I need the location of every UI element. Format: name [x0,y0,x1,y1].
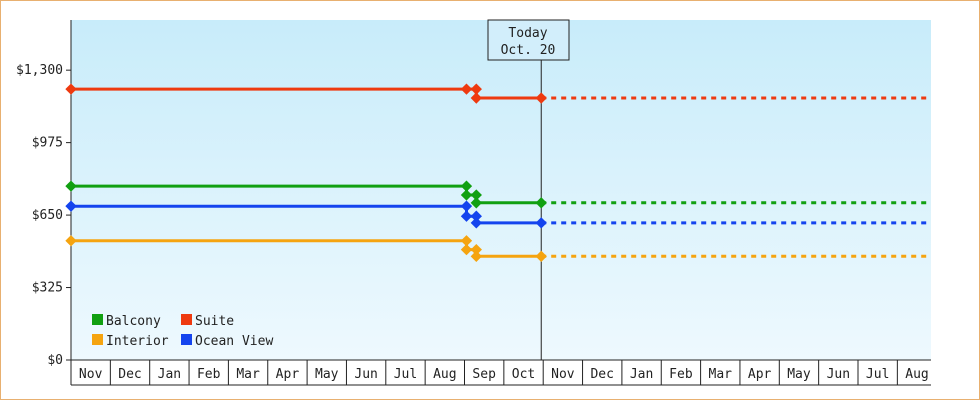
series-point-marker [470,250,482,262]
series-point-marker [470,197,482,209]
series-point-marker [460,189,473,201]
today-callout-box [487,19,570,61]
legend-label: Interior [106,334,169,349]
y-tick-label: $325 [32,281,63,296]
month-label: Jun [354,367,377,382]
month-label: Apr [276,367,300,382]
month-label: Nov [551,367,575,382]
legend-swatch [181,314,192,325]
month-label: Jul [394,367,417,382]
series-point-marker [470,189,482,201]
series-point-marker [535,197,547,209]
month-label: Sep [472,367,496,382]
month-label: Mar [709,367,733,382]
series-point-marker [535,217,547,229]
month-label: Dec [118,367,141,382]
series-point-marker [470,210,482,222]
month-label: May [315,367,339,382]
y-tick-label: $975 [32,136,63,151]
month-label: Jan [630,367,653,382]
month-label: Feb [669,367,693,382]
month-label: Feb [197,367,221,382]
month-label: Dec [590,367,613,382]
legend-swatch [92,314,103,325]
month-label: Jan [158,367,181,382]
month-label: Nov [79,367,103,382]
legend-swatch [181,334,192,345]
series-point-marker [460,200,473,212]
month-label: Mar [236,367,260,382]
y-tick-label: $0 [47,353,63,368]
legend-label: Balcony [106,314,161,329]
y-tick-label: $650 [32,208,63,223]
series-point-marker [460,210,473,222]
month-label: Aug [905,367,928,382]
today-date: Oct. 20 [501,43,556,58]
legend-swatch [92,334,103,345]
series-point-marker [460,235,473,247]
month-label: Jul [866,367,889,382]
legend-label: Suite [195,314,234,329]
month-label: Oct [512,367,535,382]
series-point-marker [470,243,482,256]
month-label: Aug [433,367,456,382]
legend-label: Ocean View [195,334,273,349]
series-point-marker [460,180,473,192]
month-label: Jun [827,367,850,382]
series-point-marker [460,243,473,256]
today-label: Today [508,26,547,41]
month-label: Apr [748,367,772,382]
plot-area [71,20,931,360]
series-point-marker [535,250,547,262]
series-point-marker [470,217,482,229]
month-label: May [787,367,811,382]
y-tick-label: $1,300 [16,63,63,78]
